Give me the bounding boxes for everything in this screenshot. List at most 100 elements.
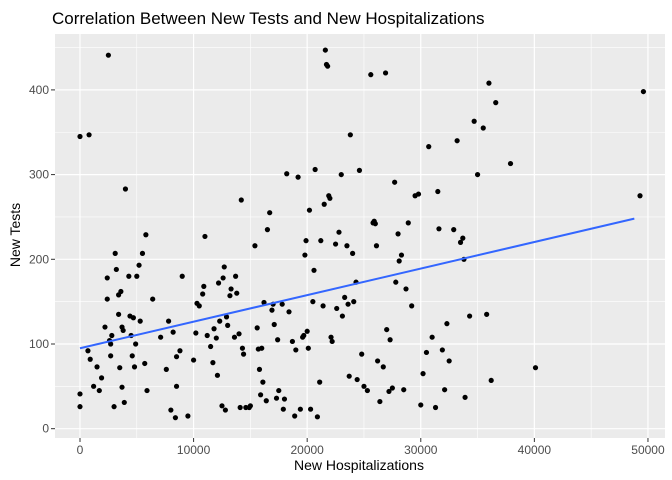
data-point bbox=[289, 338, 296, 345]
data-point bbox=[239, 345, 246, 351]
data-point bbox=[444, 321, 450, 327]
data-point bbox=[201, 283, 207, 289]
data-point bbox=[254, 325, 260, 331]
data-point bbox=[120, 327, 126, 334]
x-tick-label: 30000 bbox=[404, 443, 438, 457]
data-point bbox=[310, 299, 316, 305]
data-point bbox=[211, 326, 217, 332]
data-point bbox=[454, 138, 460, 144]
data-point bbox=[405, 220, 411, 226]
data-point bbox=[372, 221, 378, 227]
data-point bbox=[170, 329, 176, 335]
data-point bbox=[418, 402, 424, 408]
data-point bbox=[327, 195, 333, 201]
data-point bbox=[269, 307, 275, 313]
data-point bbox=[130, 315, 136, 321]
data-point bbox=[359, 351, 365, 357]
data-point bbox=[223, 314, 230, 320]
data-point bbox=[386, 388, 392, 395]
data-point bbox=[217, 318, 223, 324]
x-axis: 0 10000 20000 30000 40000 50000 bbox=[77, 438, 665, 457]
data-point bbox=[179, 273, 185, 279]
data-point bbox=[196, 303, 202, 309]
data-point bbox=[256, 366, 263, 372]
data-point bbox=[263, 398, 269, 404]
data-point bbox=[112, 250, 118, 256]
data-point bbox=[118, 288, 124, 295]
data-point bbox=[85, 348, 91, 354]
data-point bbox=[432, 404, 439, 411]
data-point bbox=[121, 399, 127, 406]
data-point bbox=[276, 387, 282, 394]
x-tick-label: 40000 bbox=[518, 443, 552, 457]
data-point bbox=[96, 387, 102, 394]
data-point bbox=[460, 235, 466, 241]
data-point bbox=[351, 299, 357, 305]
data-point bbox=[221, 264, 227, 270]
data-point bbox=[368, 72, 374, 78]
data-point bbox=[77, 404, 83, 410]
data-point bbox=[281, 396, 288, 402]
data-point bbox=[240, 351, 247, 357]
x-axis-title: New Hospitalizations bbox=[294, 457, 424, 473]
y-tick-label: 100 bbox=[29, 337, 49, 351]
data-point bbox=[302, 252, 308, 258]
data-point bbox=[377, 398, 383, 405]
data-point bbox=[436, 226, 442, 232]
data-point bbox=[173, 354, 180, 360]
data-point bbox=[163, 366, 169, 372]
data-point bbox=[328, 334, 334, 340]
trend-line bbox=[79, 217, 635, 350]
data-point bbox=[507, 160, 514, 167]
data-point bbox=[342, 294, 348, 301]
data-point bbox=[484, 311, 490, 317]
data-point bbox=[471, 118, 477, 124]
y-tick-label: 400 bbox=[29, 83, 49, 97]
data-point bbox=[354, 376, 360, 383]
data-point bbox=[260, 379, 266, 385]
data-point bbox=[109, 332, 115, 339]
data-point bbox=[273, 395, 280, 401]
data-point bbox=[325, 63, 331, 69]
data-point bbox=[142, 360, 148, 367]
data-point bbox=[98, 375, 105, 381]
data-point bbox=[238, 197, 244, 203]
data-point bbox=[480, 125, 486, 131]
data-point bbox=[435, 188, 441, 195]
data-point bbox=[177, 348, 183, 354]
data-point bbox=[210, 360, 216, 366]
data-point bbox=[204, 332, 210, 339]
data-point bbox=[532, 365, 539, 371]
data-point bbox=[87, 356, 93, 362]
data-point bbox=[317, 379, 323, 385]
minor-gridlines bbox=[55, 34, 665, 438]
data-point bbox=[429, 334, 435, 340]
data-point bbox=[401, 387, 407, 393]
data-point bbox=[185, 413, 191, 419]
data-point bbox=[403, 286, 409, 292]
x-tick-label: 0 bbox=[77, 443, 84, 457]
data-point bbox=[373, 243, 380, 249]
data-point bbox=[347, 132, 353, 138]
data-point bbox=[200, 291, 206, 297]
data-point bbox=[426, 144, 432, 150]
data-point bbox=[488, 377, 494, 384]
data-point bbox=[247, 403, 253, 409]
data-point bbox=[104, 296, 110, 302]
data-point bbox=[134, 273, 140, 279]
data-point bbox=[392, 179, 398, 185]
data-point bbox=[318, 238, 324, 244]
data-point bbox=[420, 371, 426, 377]
data-point bbox=[320, 303, 326, 309]
data-point bbox=[143, 232, 149, 238]
y-axis-title: New Tests bbox=[7, 203, 23, 267]
data-point bbox=[102, 324, 108, 330]
data-point bbox=[237, 404, 243, 411]
data-point bbox=[350, 250, 356, 256]
plot-panel bbox=[55, 34, 665, 438]
data-point bbox=[284, 171, 290, 177]
data-point bbox=[172, 415, 179, 421]
data-point bbox=[307, 406, 314, 412]
data-point bbox=[346, 373, 352, 379]
data-point bbox=[301, 332, 307, 339]
